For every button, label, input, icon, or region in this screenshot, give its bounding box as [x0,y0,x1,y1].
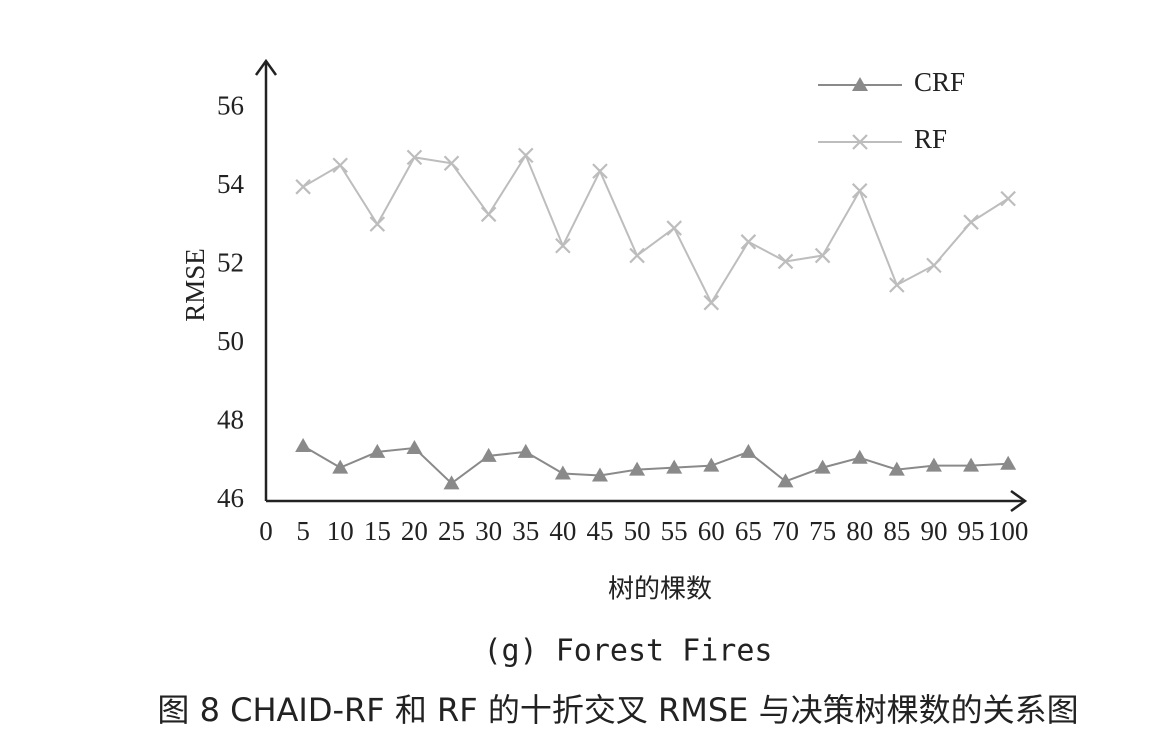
marker [889,277,905,293]
legend-marker [852,134,868,150]
marker [1000,190,1016,207]
marker [369,216,386,232]
x-tick-label: 55 [661,516,688,546]
x-tick-label: 45 [586,516,613,546]
x-tick-label: 20 [401,516,428,546]
marker [480,447,497,462]
x-tick-label: 10 [327,516,354,546]
marker [629,247,645,264]
x-axis-label: 树的棵数 [608,575,712,605]
marker [406,149,423,166]
marker [517,443,534,458]
x-tick-label: 30 [475,516,502,546]
series-line [302,153,1009,305]
x-tick-label: 90 [920,516,947,546]
marker [814,459,831,474]
marker [554,465,571,480]
y-tick-label: 50 [217,326,244,356]
marker [740,234,757,250]
marker [592,163,608,179]
legend-label: CRF [914,67,965,97]
x-tick-label: 5 [296,516,310,546]
marker [963,214,979,230]
x-tick-label: 80 [846,516,873,546]
y-axis-label: RMSE [180,248,210,322]
y-tick-label: 56 [217,90,244,120]
marker [443,155,460,172]
marker [629,461,646,476]
x-tick-label: 0 [259,516,273,546]
legend-label: RF [914,124,947,154]
marker [666,220,682,236]
y-tick-label: 54 [217,169,245,199]
x-tick-label: 95 [958,516,985,546]
x-tick-label: 35 [512,516,539,546]
marker [963,457,980,472]
x-tick-label: 65 [735,516,762,546]
x-tick-label: 100 [988,516,1029,546]
marker [740,443,757,458]
marker [925,457,942,472]
marker [1000,455,1017,470]
y-tick-label: 52 [217,248,244,278]
legend-marker [852,77,868,91]
marker [555,237,571,254]
y-tick-label: 46 [217,483,244,513]
marker [295,438,312,453]
x-tick-label: 15 [364,516,391,546]
marker [777,253,794,270]
y-tick-label: 48 [217,405,244,435]
marker [591,467,608,482]
x-axis-arrow [1010,489,1028,513]
marker [517,147,534,164]
subtitle: (g) Forest Fires [484,634,773,669]
x-tick-label: 50 [624,516,651,546]
y-axis-arrow [254,58,278,76]
marker [332,157,348,173]
marker [369,443,386,458]
x-tick-label: 70 [772,516,799,546]
marker [851,182,868,199]
x-tick-label: 85 [883,516,910,546]
marker [703,294,720,311]
caption: 图 8 CHAID-RF 和 RF 的十折交叉 RMSE 与决策树棵数的关系图 [157,691,1078,729]
marker [926,257,942,274]
marker [443,475,460,490]
marker [666,459,683,474]
x-tick-label: 40 [549,516,576,546]
marker [295,179,311,195]
x-tick-label: 25 [438,516,465,546]
marker [480,206,497,223]
marker [851,449,868,464]
x-tick-label: 75 [809,516,836,546]
marker [814,247,831,264]
marker [703,457,720,472]
marker [888,461,905,476]
marker [332,459,349,474]
marker [777,473,794,488]
x-tick-label: 60 [698,516,725,546]
marker [406,439,423,454]
